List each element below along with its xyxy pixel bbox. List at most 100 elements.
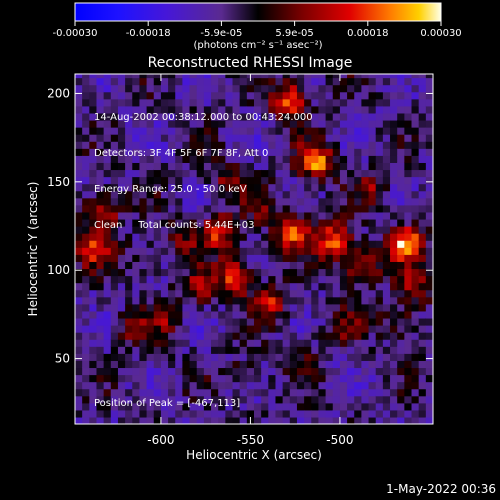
heatmap-cell	[318, 325, 327, 333]
heatmap-cell	[282, 346, 291, 354]
heatmap-cell	[382, 197, 391, 206]
heatmap-cell	[211, 275, 219, 284]
heatmap-cell	[347, 162, 355, 171]
heatmap-cell	[225, 353, 234, 361]
heatmap-cell	[425, 282, 433, 291]
heatmap-cell	[347, 268, 355, 277]
heatmap-cell	[347, 303, 355, 312]
heatmap-cell	[246, 381, 255, 390]
heatmap-cell	[89, 74, 98, 79]
heatmap-cell	[404, 226, 413, 234]
heatmap-cell	[89, 98, 98, 107]
heatmap-cell	[404, 409, 413, 418]
heatmap-cell	[168, 105, 176, 114]
heatmap-cell	[82, 381, 90, 390]
heatmap-cell	[196, 325, 205, 333]
heatmap-cell	[96, 409, 105, 418]
heatmap-cell	[296, 317, 305, 326]
heatmap-cell	[239, 211, 248, 220]
heatmap-cell	[282, 310, 291, 319]
heatmap-cell	[182, 395, 191, 404]
heatmap-cell	[397, 148, 405, 156]
heatmap-cell	[125, 353, 133, 361]
heatmap-cell	[103, 275, 112, 284]
heatmap-cell	[418, 381, 427, 390]
heatmap-cell	[425, 98, 433, 107]
heatmap-cell	[282, 197, 291, 206]
heatmap-cell	[397, 346, 405, 354]
heatmap-cell	[175, 233, 183, 241]
heatmap-cell	[361, 127, 370, 135]
heatmap-cell	[332, 325, 341, 333]
heatmap-cell	[361, 233, 370, 241]
heatmap-cell	[425, 134, 433, 142]
heatmap-cell	[397, 282, 405, 291]
heatmap-cell	[189, 275, 198, 284]
heatmap-cell	[411, 310, 420, 319]
heatmap-cell	[404, 310, 413, 319]
heatmap-cell	[139, 218, 148, 227]
heatmap-cell	[117, 247, 126, 255]
plot-frame	[74, 73, 434, 425]
heatmap-cell	[196, 197, 205, 206]
heatmap-cell	[361, 240, 370, 248]
heatmap-cell	[89, 367, 98, 376]
heatmap-cell	[146, 112, 155, 121]
heatmap-cell	[132, 360, 141, 369]
heatmap-cell	[332, 261, 341, 270]
heatmap-cell	[182, 346, 191, 354]
heatmap-cell	[282, 148, 291, 156]
heatmap-cell	[189, 360, 198, 369]
heatmap-cell	[318, 91, 327, 100]
heatmap-cell	[75, 204, 83, 213]
heatmap-cell	[139, 282, 148, 291]
heatmap-cell	[232, 155, 241, 163]
heatmap-cell	[160, 77, 169, 86]
heatmap-cell	[318, 105, 327, 114]
heatmap-cell	[125, 204, 133, 213]
heatmap-cell	[218, 367, 226, 376]
heatmap-cell	[189, 367, 198, 376]
heatmap-cell	[261, 381, 269, 390]
heatmap-cell	[397, 105, 405, 114]
heatmap-cell	[110, 247, 119, 255]
heatmap-cell	[425, 176, 433, 185]
heatmap-cell	[196, 105, 205, 114]
heatmap-cell	[289, 325, 298, 333]
heatmap-cell	[82, 190, 90, 199]
heatmap-cell	[254, 84, 262, 93]
heatmap-cell	[304, 374, 312, 383]
heatmap-cell	[75, 289, 83, 298]
heatmap-cell	[282, 176, 291, 185]
heatmap-cell	[153, 74, 162, 79]
heatmap-cell	[390, 353, 398, 361]
heatmap-cell	[211, 317, 219, 326]
heatmap-cell	[261, 169, 269, 178]
heatmap-cell	[153, 112, 162, 121]
heatmap-cell	[189, 388, 198, 397]
heatmap-cell	[382, 275, 391, 284]
heatmap-cell	[411, 240, 420, 248]
heatmap-cell	[139, 332, 148, 340]
heatmap-cell	[203, 169, 212, 178]
heatmap-cell	[425, 360, 433, 369]
heatmap-cell	[139, 148, 148, 156]
heatmap-cell	[361, 395, 370, 404]
heatmap-cell	[390, 98, 398, 107]
heatmap-cell	[75, 127, 83, 135]
heatmap-cell	[275, 141, 284, 149]
heatmap-cell	[189, 296, 198, 305]
heatmap-cell	[382, 381, 391, 390]
heatmap-cell	[318, 332, 327, 340]
heatmap-cell	[275, 211, 284, 220]
heatmap-cell	[117, 374, 126, 383]
heatmap-cell	[232, 247, 241, 255]
heatmap-cell	[96, 282, 105, 291]
heatmap-cell	[218, 226, 226, 234]
heatmap-cell	[304, 112, 312, 121]
heatmap-cell	[404, 169, 413, 178]
heatmap-cell	[404, 296, 413, 305]
heatmap-cell	[168, 197, 176, 206]
heatmap-cell	[132, 346, 141, 354]
heatmap-cell	[168, 91, 176, 100]
